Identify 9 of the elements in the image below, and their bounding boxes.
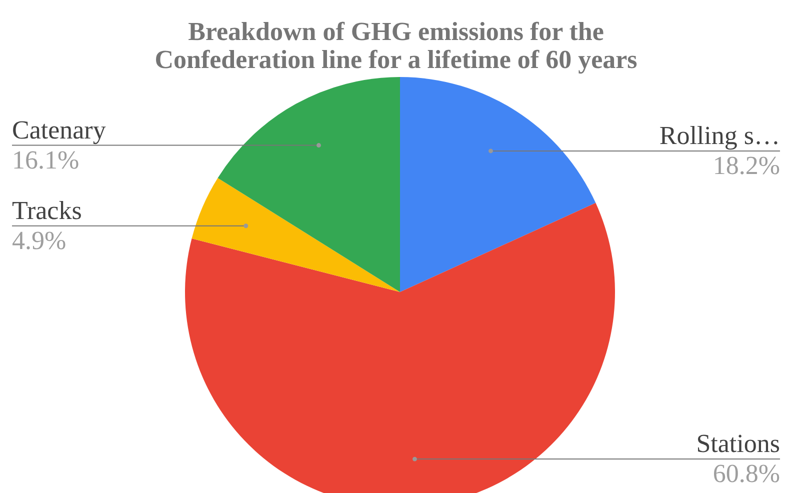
slice-label: Catenary <box>12 115 106 144</box>
slice-label: Stations <box>696 429 780 458</box>
slice-label: Rolling s… <box>659 120 780 150</box>
data-label: 16.1% <box>12 145 80 174</box>
slice-label: Tracks <box>12 196 82 225</box>
data-label: 60.8% <box>712 459 780 488</box>
data-label: 18.2% <box>712 150 780 180</box>
chart-title: Breakdown of GHG emissions for the Confederation line for a lifetime of 60 years <box>154 17 638 74</box>
data-label: 4.9% <box>12 226 66 255</box>
